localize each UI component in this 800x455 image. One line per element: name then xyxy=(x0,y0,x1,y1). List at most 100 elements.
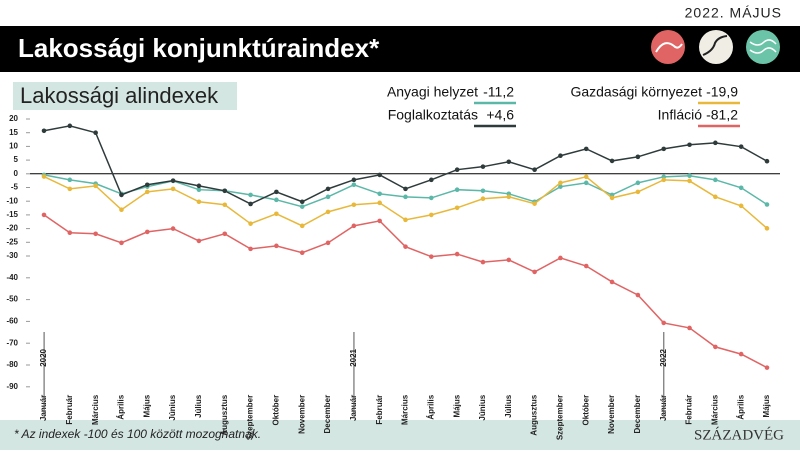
data-point xyxy=(661,320,667,326)
data-point xyxy=(248,192,253,198)
y-tick-label: 5 xyxy=(14,155,19,164)
data-point xyxy=(377,200,382,206)
series-line xyxy=(43,125,768,205)
data-point xyxy=(325,186,331,192)
legend-value: -81,2 xyxy=(706,107,738,123)
data-point xyxy=(635,180,641,186)
data-point xyxy=(583,263,589,269)
x-tick-label: December xyxy=(323,395,332,434)
data-point xyxy=(558,153,563,159)
data-point xyxy=(764,226,770,231)
data-point xyxy=(480,196,486,202)
x-tick-label: Február xyxy=(65,395,74,425)
legend-label: Gazdasági környezet xyxy=(570,84,702,100)
data-point xyxy=(506,257,512,263)
data-point xyxy=(67,123,73,129)
legend-value: +4,6 xyxy=(486,107,514,123)
data-point xyxy=(506,159,512,165)
y-tick-label: 10 xyxy=(9,142,18,151)
data-point xyxy=(67,186,73,192)
y-tick-label: -50 xyxy=(6,295,18,304)
data-point xyxy=(635,189,641,195)
data-point xyxy=(196,187,202,192)
data-point xyxy=(635,154,641,160)
x-tick-label: Augusztus xyxy=(220,394,229,435)
x-tick-label: Október xyxy=(581,395,590,426)
data-point xyxy=(93,231,98,237)
year-label: 2021 xyxy=(349,348,358,366)
data-point xyxy=(41,174,47,179)
x-tick-label: Február xyxy=(685,395,694,425)
data-point xyxy=(532,167,537,172)
x-tick-label: Szeptember xyxy=(556,395,565,440)
y-tick-label: -5 xyxy=(11,183,19,192)
data-point xyxy=(454,205,460,211)
x-tick-label: Június xyxy=(168,394,177,420)
data-point xyxy=(429,177,434,183)
y-tick-label: -60 xyxy=(6,317,18,326)
data-point xyxy=(454,187,460,192)
data-point xyxy=(170,186,176,192)
data-point xyxy=(764,365,770,370)
data-point xyxy=(713,140,718,146)
icons xyxy=(651,30,780,64)
y-tick-label: 20 xyxy=(9,114,18,123)
y-tick-label: -70 xyxy=(6,338,18,347)
year-label: 2022 xyxy=(659,348,668,366)
data-point xyxy=(403,244,408,249)
y-tick-label: -15 xyxy=(6,210,18,219)
data-point xyxy=(713,194,718,200)
data-point xyxy=(248,201,253,207)
data-point xyxy=(41,128,47,134)
x-tick-label: Július xyxy=(194,394,203,418)
data-point xyxy=(41,212,47,218)
data-point xyxy=(351,177,357,183)
data-point xyxy=(222,202,228,208)
data-point xyxy=(609,158,615,164)
x-tick-label: Október xyxy=(272,395,281,426)
subtitle-box xyxy=(13,82,237,110)
data-point xyxy=(738,185,744,191)
data-point xyxy=(661,177,667,183)
data-point xyxy=(429,212,434,218)
legend-value: -19,9 xyxy=(706,84,738,100)
data-point xyxy=(480,164,486,169)
data-point xyxy=(222,231,228,237)
data-point xyxy=(196,183,202,189)
data-point xyxy=(248,221,253,226)
y-tick-label: 15 xyxy=(9,128,18,137)
data-point xyxy=(144,229,150,235)
data-point xyxy=(248,246,253,252)
legend-label: Infláció xyxy=(658,107,703,123)
data-point xyxy=(661,146,667,152)
y-tick-label: -30 xyxy=(6,251,18,260)
legend-label: Foglalkoztatás xyxy=(388,107,478,123)
data-point xyxy=(196,199,202,205)
data-point xyxy=(196,238,202,244)
data-point xyxy=(222,188,228,194)
data-point xyxy=(144,182,150,188)
data-point xyxy=(454,167,460,172)
footer xyxy=(0,420,800,450)
data-point xyxy=(583,180,589,186)
x-tick-label: Május xyxy=(142,394,151,417)
x-tick-label: November xyxy=(297,395,306,434)
data-point xyxy=(377,191,382,197)
data-point xyxy=(635,292,641,298)
y-tick-label: -80 xyxy=(6,360,18,369)
data-point xyxy=(403,194,408,200)
data-point xyxy=(67,177,73,183)
data-point xyxy=(558,184,563,189)
x-tick-label: December xyxy=(633,395,642,434)
data-point xyxy=(274,243,279,249)
brand: SZÁZADVÉG xyxy=(694,426,784,443)
data-point xyxy=(609,195,615,201)
x-tick-label: Április xyxy=(426,394,435,419)
x-tick-label: Április xyxy=(736,394,745,419)
data-point xyxy=(377,218,382,224)
data-point xyxy=(351,182,357,188)
subtitle: Lakossági alindexek xyxy=(20,83,219,108)
data-point xyxy=(274,189,279,195)
data-point xyxy=(144,189,150,195)
